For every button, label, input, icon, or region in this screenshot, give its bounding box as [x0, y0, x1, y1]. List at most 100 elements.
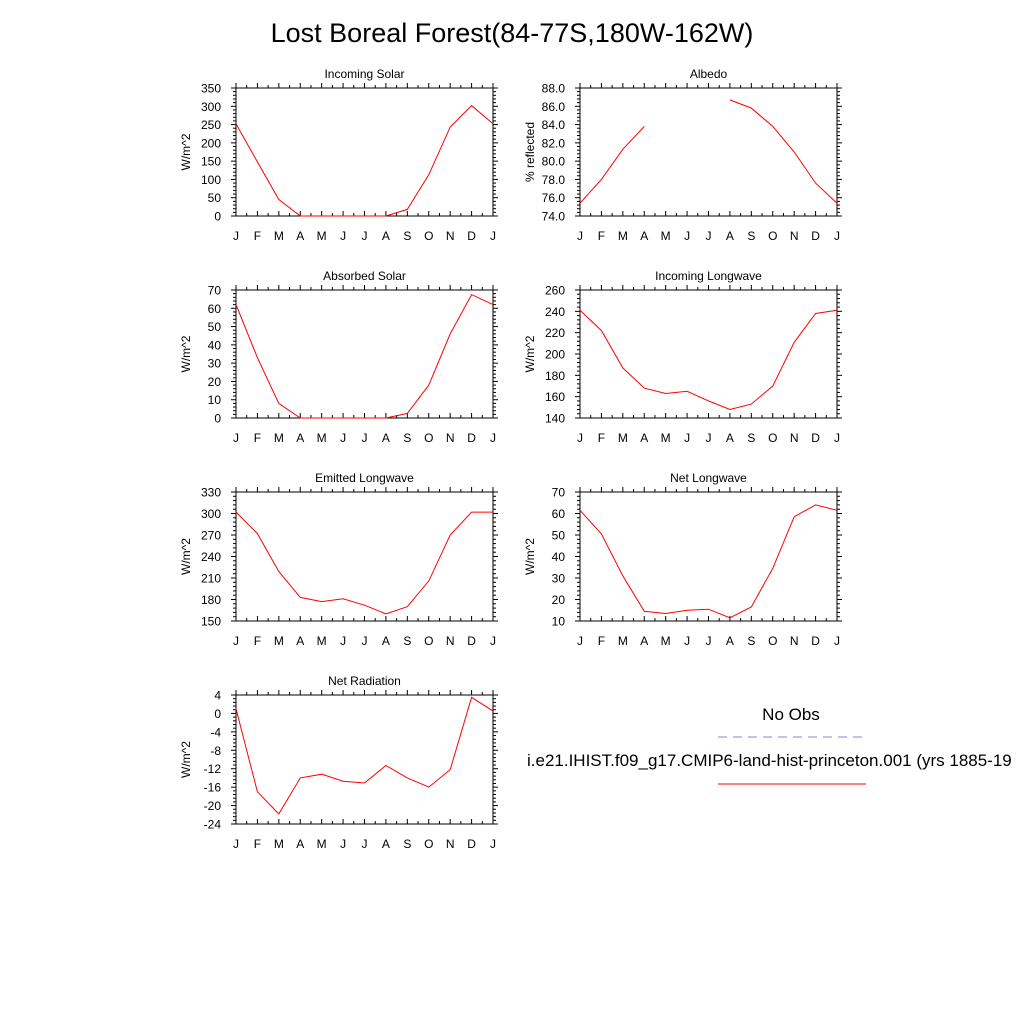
y-tick-label: 76.0: [542, 191, 566, 205]
x-tick-label: J: [834, 229, 840, 243]
chart-panel-2: J F M A M J J A S O N D J74.076.078.080.082.084.086.…: [523, 67, 842, 243]
x-tick-label: J: [577, 229, 583, 243]
y-tick-label: 70: [552, 486, 566, 500]
y-tick-label: -8: [210, 744, 221, 758]
y-tick-label: 82.0: [542, 136, 566, 150]
x-tick-label: A: [726, 634, 734, 648]
y-tick-label: 350: [201, 82, 221, 96]
y-tick-label: 240: [201, 550, 221, 564]
x-tick-label: J: [577, 431, 583, 445]
y-tick-label: 150: [201, 615, 221, 629]
x-tick-label: J: [233, 634, 239, 648]
y-axis-label: W/m^2: [179, 538, 193, 575]
x-tick-label: M: [661, 229, 671, 243]
series-line: [235, 293, 494, 419]
legend-model-line: [718, 783, 866, 785]
legend-obs-line: [718, 736, 866, 738]
x-tick-label: J: [706, 634, 712, 648]
x-tick-label: A: [382, 229, 390, 243]
y-axis-label: W/m^2: [179, 741, 193, 778]
x-tick-label: N: [446, 837, 455, 851]
panel-title: Albedo: [690, 67, 728, 81]
x-tick-label: S: [747, 431, 755, 445]
y-tick-label: 240: [545, 305, 565, 319]
x-tick-label: J: [362, 431, 368, 445]
y-tick-label: 0: [214, 707, 221, 721]
x-tick-label: N: [446, 431, 455, 445]
x-tick-label: M: [274, 229, 284, 243]
y-tick-label: 150: [201, 155, 221, 169]
x-tick-label: O: [768, 634, 777, 648]
x-tick-label: F: [598, 634, 605, 648]
y-tick-label: 300: [201, 100, 221, 114]
y-tick-label: 10: [552, 615, 566, 629]
x-tick-label: A: [726, 431, 734, 445]
y-axis-label: W/m^2: [179, 335, 193, 372]
panel-title: Net Radiation: [328, 674, 401, 688]
series-line: [235, 696, 494, 815]
x-tick-label: A: [726, 229, 734, 243]
y-tick-label: 50: [208, 191, 222, 205]
y-tick-label: -24: [204, 818, 222, 832]
x-tick-label: S: [747, 229, 755, 243]
x-tick-label: N: [790, 634, 799, 648]
x-tick-label: A: [296, 634, 304, 648]
y-tick-label: 50: [552, 529, 566, 543]
y-tick-label: 60: [208, 302, 222, 316]
x-tick-label: A: [382, 634, 390, 648]
y-tick-label: 30: [552, 572, 566, 586]
x-tick-label: M: [274, 837, 284, 851]
plot-frame: [235, 491, 494, 622]
series-line: [579, 126, 645, 204]
x-tick-label: J: [834, 431, 840, 445]
y-tick-label: 50: [208, 320, 222, 334]
y-axis-label: % reflected: [523, 122, 537, 182]
y-tick-label: 78.0: [542, 173, 566, 187]
x-tick-label: S: [403, 229, 411, 243]
x-tick-label: F: [254, 229, 261, 243]
y-tick-label: 74.0: [542, 210, 566, 224]
plot-frame: [235, 87, 494, 217]
x-tick-label: A: [640, 634, 648, 648]
y-tick-label: -12: [204, 762, 222, 776]
x-tick-label: N: [446, 229, 455, 243]
x-tick-label: J: [684, 634, 690, 648]
x-tick-label: N: [790, 431, 799, 445]
x-tick-label: J: [233, 229, 239, 243]
chart-panel-5: J F M A M J J A S O N D J150180210240270300330Emitte…: [179, 471, 498, 648]
y-tick-label: 200: [545, 348, 565, 362]
y-tick-label: 40: [552, 550, 566, 564]
x-tick-label: M: [618, 634, 628, 648]
y-tick-label: 180: [201, 593, 221, 607]
y-tick-label: 180: [545, 369, 565, 383]
y-tick-label: 70: [208, 284, 222, 298]
x-tick-label: J: [684, 229, 690, 243]
x-tick-label: D: [467, 229, 476, 243]
y-tick-label: -4: [210, 725, 221, 739]
chart-panel-1: J F M A M J J A S O N D J050100150200250300350Incomi…: [179, 67, 498, 243]
x-tick-label: J: [340, 634, 346, 648]
y-tick-label: 84.0: [542, 118, 566, 132]
y-tick-label: 260: [545, 284, 565, 298]
x-tick-label: N: [790, 229, 799, 243]
x-tick-label: J: [490, 634, 496, 648]
series-line: [579, 309, 838, 411]
x-tick-label: J: [340, 229, 346, 243]
x-tick-label: J: [362, 837, 368, 851]
y-tick-label: -20: [204, 799, 222, 813]
chart-panel-4: J F M A M J J A S O N D J140160180200220240260Incomi…: [523, 269, 842, 445]
x-tick-label: M: [317, 634, 327, 648]
x-tick-label: A: [640, 431, 648, 445]
y-tick-label: 80.0: [542, 155, 566, 169]
x-tick-label: F: [254, 837, 261, 851]
x-tick-label: M: [618, 229, 628, 243]
x-tick-label: J: [490, 229, 496, 243]
x-tick-label: O: [768, 431, 777, 445]
x-tick-label: J: [233, 837, 239, 851]
series-line: [235, 104, 494, 217]
y-tick-label: 20: [208, 375, 222, 389]
x-tick-label: A: [296, 431, 304, 445]
plot-frame: [579, 87, 838, 217]
y-tick-label: 250: [201, 118, 221, 132]
